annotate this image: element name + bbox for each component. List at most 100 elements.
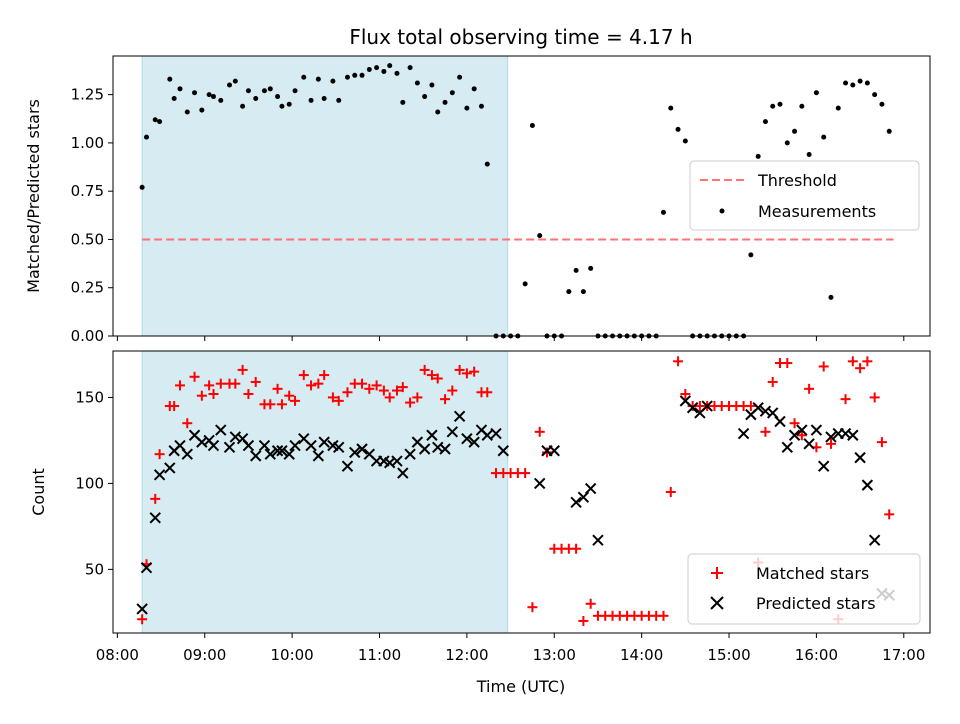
measurement-point bbox=[573, 267, 579, 273]
x-tick-label: 11:00 bbox=[358, 646, 401, 664]
measurement-point bbox=[275, 94, 281, 100]
predicted-star-point bbox=[861, 479, 874, 491]
matched-star-point bbox=[673, 356, 684, 367]
measurement-point bbox=[192, 90, 198, 96]
measurement-point bbox=[864, 80, 870, 86]
matched-star-point bbox=[534, 426, 545, 437]
measurement-point bbox=[660, 209, 666, 215]
measurement-point bbox=[240, 103, 246, 109]
matched-star-point bbox=[243, 388, 254, 399]
predicted-star-point bbox=[781, 441, 793, 453]
predicted-star-point bbox=[164, 462, 176, 474]
measurement-point bbox=[245, 88, 251, 94]
measurement-point bbox=[139, 184, 145, 190]
matched-star-point bbox=[154, 449, 165, 460]
matched-star-point bbox=[440, 394, 451, 405]
matched-star-point bbox=[461, 368, 472, 379]
matched-star-point bbox=[319, 370, 330, 381]
predicted-star-point bbox=[318, 436, 330, 448]
measurement-point bbox=[449, 90, 455, 96]
measurement-point bbox=[157, 119, 163, 125]
matched-star-point bbox=[658, 610, 669, 621]
matched-star-point bbox=[250, 376, 261, 387]
measurement-point bbox=[821, 134, 827, 140]
top-panel: 0.00 0.25 0.50 0.75 1.00 1.25 Matched/Predict… bbox=[24, 55, 931, 345]
predicted-star-point bbox=[283, 448, 295, 460]
matched-star-point bbox=[333, 395, 344, 406]
measurement-point bbox=[374, 65, 380, 71]
measurement-point bbox=[232, 78, 238, 84]
matched-star-point bbox=[541, 447, 552, 458]
measurement-point bbox=[218, 97, 224, 103]
matched-star-point bbox=[840, 394, 851, 405]
matched-star-point bbox=[426, 370, 437, 381]
predicted-star-point bbox=[796, 424, 808, 436]
matched-star-point bbox=[419, 364, 430, 375]
measurement-point bbox=[755, 153, 761, 159]
matched-star-point bbox=[272, 383, 283, 394]
matched-star-point bbox=[364, 383, 375, 394]
x-tick-label: 17:00 bbox=[882, 646, 925, 664]
predicted-star-point bbox=[446, 426, 459, 438]
predicted-star-point bbox=[737, 427, 750, 440]
measurement-point bbox=[770, 103, 776, 109]
matched-star-point bbox=[371, 380, 382, 391]
measurement-point bbox=[668, 105, 674, 111]
matched-star-point bbox=[680, 388, 691, 399]
measurement-point bbox=[315, 76, 321, 82]
x-tick-label: 12:00 bbox=[445, 646, 488, 664]
measurement-point bbox=[748, 252, 754, 258]
matched-star-point bbox=[137, 614, 148, 625]
matched-star-point bbox=[182, 418, 193, 429]
measurement-point bbox=[799, 103, 805, 109]
measurement-point bbox=[206, 92, 212, 98]
predicted-star-point bbox=[533, 477, 546, 490]
matched-star-point bbox=[306, 380, 317, 391]
matched-star-point bbox=[284, 390, 295, 401]
predicted-star-point bbox=[839, 427, 852, 440]
chart-title: Flux total observing time = 4.17 h bbox=[349, 25, 692, 49]
measurement-point bbox=[171, 95, 177, 101]
predicted-legend-marker bbox=[710, 596, 724, 610]
top-y-tick-label: 0.75 bbox=[71, 182, 104, 200]
bottom-panel-frame bbox=[112, 350, 931, 634]
measurement-point bbox=[407, 65, 413, 71]
matched-star-point bbox=[818, 361, 829, 372]
matched-star-point bbox=[397, 382, 408, 393]
measurement-point bbox=[580, 289, 586, 295]
predicted-star-point bbox=[349, 446, 361, 459]
x-axis-label: Time (UTC) bbox=[476, 677, 565, 696]
matched-star-point bbox=[204, 380, 215, 391]
matched-star-point bbox=[265, 399, 276, 410]
predicted-star-point bbox=[404, 448, 416, 460]
predicted-star-point bbox=[140, 561, 153, 574]
measurement-point bbox=[682, 138, 688, 144]
predicted-star-point bbox=[271, 445, 284, 457]
measurement-point bbox=[522, 281, 528, 287]
measurement-point bbox=[537, 233, 543, 239]
matched-star-point bbox=[313, 378, 324, 389]
predicted-star-point bbox=[686, 402, 699, 414]
x-tick-label: 08:00 bbox=[96, 646, 139, 664]
predicted-star-point bbox=[341, 460, 354, 472]
predicted-star-point bbox=[490, 427, 502, 440]
measurement-point bbox=[330, 78, 336, 84]
bottom-panel: 50 100 150 08:00 09:00 10:00 11:00 12:00 13:00 1… bbox=[29, 350, 931, 696]
matched-star-point bbox=[189, 371, 200, 382]
measurement-point bbox=[400, 99, 406, 105]
matched-star-point bbox=[357, 378, 368, 389]
matched-star-point bbox=[405, 397, 416, 408]
matched-star-point bbox=[454, 364, 465, 375]
matched-star-point bbox=[665, 487, 676, 497]
matched-star-point bbox=[432, 373, 443, 384]
matched-star-point bbox=[469, 366, 480, 377]
bottom-y-tick-label: 150 bbox=[75, 388, 104, 406]
predicted-star-point bbox=[391, 455, 403, 467]
matched-star-point bbox=[290, 395, 301, 406]
matched-star-point bbox=[884, 509, 895, 520]
matched-star-point bbox=[342, 387, 353, 398]
measurement-point bbox=[588, 265, 594, 271]
predicted-star-point bbox=[289, 439, 301, 452]
measurement-point bbox=[828, 294, 834, 300]
